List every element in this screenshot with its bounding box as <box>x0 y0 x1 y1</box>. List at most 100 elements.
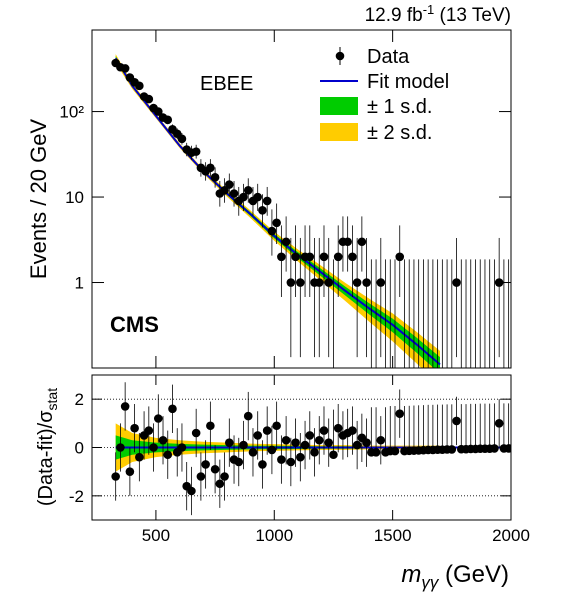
legend-label: Data <box>367 46 410 68</box>
x-tick-label: 1000 <box>255 526 293 545</box>
pull-point <box>371 448 381 457</box>
pull-point <box>153 414 163 423</box>
data-point <box>296 278 305 287</box>
pull-point <box>149 443 158 452</box>
label-part: (GeV) <box>438 561 509 588</box>
pull-point <box>314 435 324 445</box>
legend-swatch <box>320 97 358 115</box>
data-point <box>191 147 201 156</box>
pull-point <box>376 435 386 445</box>
data-point <box>206 163 215 173</box>
data-point <box>135 81 144 91</box>
pull-point <box>305 431 315 440</box>
data-point <box>262 196 272 206</box>
pull-point <box>333 423 343 433</box>
pull-point <box>296 452 305 462</box>
pull-point <box>490 444 499 453</box>
y-axis-label: Events / 20 GeV <box>26 119 51 280</box>
legend-label: ± 2 s.d. <box>367 122 432 144</box>
data-point <box>253 192 263 202</box>
label-part: 12.9 fb <box>365 5 423 26</box>
pull-point <box>196 472 206 481</box>
data-point <box>163 115 173 125</box>
pull-point <box>348 426 357 435</box>
pull-point <box>291 438 300 447</box>
data-point <box>348 252 357 262</box>
y-tick-label: 2 <box>75 390 84 409</box>
x-tick-label: 500 <box>142 526 170 545</box>
ratio-y-label: (Data-fit)/σstat <box>35 388 60 506</box>
pull-point <box>248 448 258 457</box>
pull-point <box>262 426 272 435</box>
pull-point <box>324 438 334 447</box>
data-point <box>220 185 229 195</box>
lumi-label: 12.9 fb-1 (13 TeV) <box>365 2 511 26</box>
pull-point <box>239 440 248 450</box>
main-panel <box>111 54 510 368</box>
pull-point <box>395 409 405 418</box>
data-point <box>144 94 154 104</box>
data-point <box>291 252 300 262</box>
data-point <box>281 237 291 247</box>
label-sup: -1 <box>423 2 435 17</box>
y-tick-label: 1 <box>75 274 84 293</box>
legend-label: Fit model <box>367 71 449 93</box>
pull-point <box>504 444 511 453</box>
data-point <box>395 252 405 262</box>
pull-point <box>447 445 457 454</box>
pull-point <box>253 431 263 440</box>
pull-point <box>310 448 319 457</box>
pull-point <box>163 450 173 460</box>
pull-point <box>177 443 187 452</box>
pull-point <box>120 402 130 411</box>
pull-point <box>187 486 196 496</box>
pull-point <box>111 472 120 481</box>
data-point <box>343 237 352 247</box>
pull-point <box>168 404 177 414</box>
pull-point <box>281 435 291 445</box>
data-point <box>319 252 329 262</box>
y-tick-label: 0 <box>75 439 84 458</box>
pull-point <box>277 455 286 464</box>
data-point <box>239 192 248 202</box>
pull-point <box>300 440 310 450</box>
pull-point <box>135 452 144 462</box>
data-point <box>305 252 315 262</box>
pull-point <box>130 423 139 433</box>
fit-line <box>114 57 441 366</box>
pull-point <box>286 457 296 467</box>
data-point <box>362 278 371 287</box>
pull-point <box>329 450 338 460</box>
data-point <box>224 180 234 189</box>
data-point <box>229 189 239 198</box>
x-tick-label: 2000 <box>492 526 530 545</box>
label-part: (Data-fit)/σ <box>35 410 57 506</box>
pull-point <box>125 467 135 476</box>
pull-point <box>144 426 154 435</box>
label-sub: γγ <box>421 573 440 592</box>
label-part: (13 TeV) <box>434 5 511 26</box>
pull-point <box>267 445 277 455</box>
data-point <box>243 185 253 195</box>
frame <box>91 29 512 369</box>
y-tick-label: -2 <box>69 487 84 506</box>
pull-point <box>362 438 371 447</box>
data-point <box>314 278 324 287</box>
legend-swatch <box>320 123 358 141</box>
data-point <box>267 226 277 236</box>
pull-point <box>210 464 220 474</box>
ratio-panel <box>92 382 511 516</box>
pull-point <box>191 428 201 438</box>
pull-point <box>390 446 400 456</box>
legend-label: ± 1 s.d. <box>367 96 432 118</box>
y-tick-label: 10 <box>65 188 84 207</box>
pull-point <box>201 460 210 469</box>
data-point <box>153 107 163 116</box>
data-point <box>277 252 286 262</box>
pull-point <box>215 479 225 489</box>
pull-point <box>220 472 229 481</box>
data-point <box>286 278 296 287</box>
x-tick-label: 1500 <box>374 526 412 545</box>
pull-point <box>243 411 253 421</box>
